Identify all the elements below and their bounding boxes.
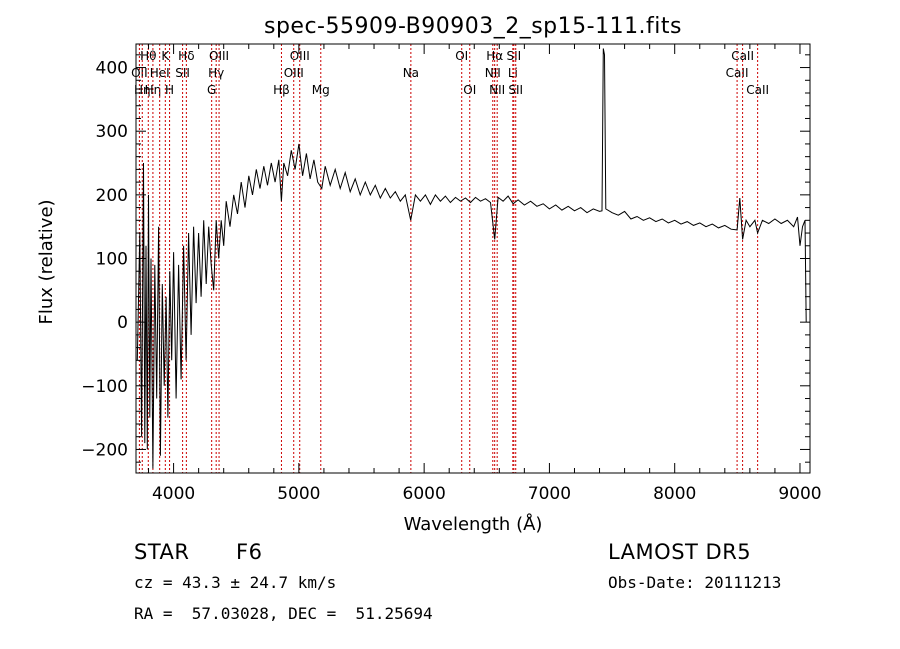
- line-marker-label: OIII: [209, 49, 229, 63]
- plot-frame: [135, 43, 811, 474]
- x-tick-label: 7000: [528, 484, 571, 504]
- line-marker-label: Hθ: [140, 49, 156, 63]
- line-marker-label: CaII: [726, 66, 749, 80]
- line-marker-label: K: [161, 49, 170, 63]
- line-marker-label: OI: [463, 83, 476, 97]
- line-marker-label: HeI: [150, 66, 170, 80]
- redshift-velocity: cz = 43.3 ± 24.7 km/s: [134, 573, 337, 592]
- line-marker-label: Mg: [312, 83, 330, 97]
- x-tick-label: 9000: [778, 484, 821, 504]
- line-marker-label: OII: [131, 66, 148, 80]
- spectral-subclass: F6: [236, 540, 263, 564]
- line-marker-label: NII: [489, 83, 505, 97]
- line-marker-label: CaII: [746, 83, 769, 97]
- line-marker-label: OIII: [290, 49, 310, 63]
- line-marker-label: SII: [506, 49, 521, 63]
- y-tick-label: 400: [96, 59, 128, 79]
- y-tick-label: −200: [81, 440, 128, 460]
- chart-title: spec-55909-B90903_2_sp15-111.fits: [264, 14, 682, 39]
- line-marker-label: SII: [175, 66, 190, 80]
- x-tick-label: 5000: [277, 484, 320, 504]
- y-tick-label: 200: [96, 186, 128, 206]
- line-marker-label: Hδ: [178, 49, 194, 63]
- y-tick-label: 0: [117, 313, 128, 333]
- x-tick-label: 4000: [152, 484, 195, 504]
- line-marker-label: G: [207, 83, 216, 97]
- line-marker-label: SII: [508, 83, 523, 97]
- line-marker-label: OIII: [284, 66, 304, 80]
- x-tick-label: 8000: [653, 484, 696, 504]
- survey-name: LAMOST DR5: [608, 540, 752, 564]
- line-marker-label: OI: [455, 49, 468, 63]
- line-marker-label: CaII: [731, 49, 754, 63]
- line-marker-label: H: [165, 83, 174, 97]
- y-tick-label: 100: [96, 250, 128, 270]
- x-tick-label: 6000: [403, 484, 446, 504]
- line-marker-label: Hγ: [208, 66, 224, 80]
- object-class: STAR: [134, 540, 190, 564]
- line-marker-label: Hα: [486, 49, 503, 63]
- y-axis-label: Flux (relative): [36, 199, 57, 324]
- line-marker-label: Li: [508, 66, 518, 80]
- observation-date: Obs-Date: 20111213: [608, 573, 782, 592]
- line-marker-label: NII: [485, 66, 501, 80]
- coordinates: RA = 57.03028, DEC = 51.25694: [134, 604, 433, 623]
- y-tick-label: −100: [81, 377, 128, 397]
- line-marker-label: Hβ: [273, 83, 290, 97]
- line-marker-label: Na: [403, 66, 419, 80]
- y-tick-label: 300: [96, 122, 128, 142]
- x-axis-label: Wavelength (Å): [404, 513, 543, 535]
- spectrum-line: [136, 48, 807, 469]
- line-marker-label: Hη: [145, 83, 162, 97]
